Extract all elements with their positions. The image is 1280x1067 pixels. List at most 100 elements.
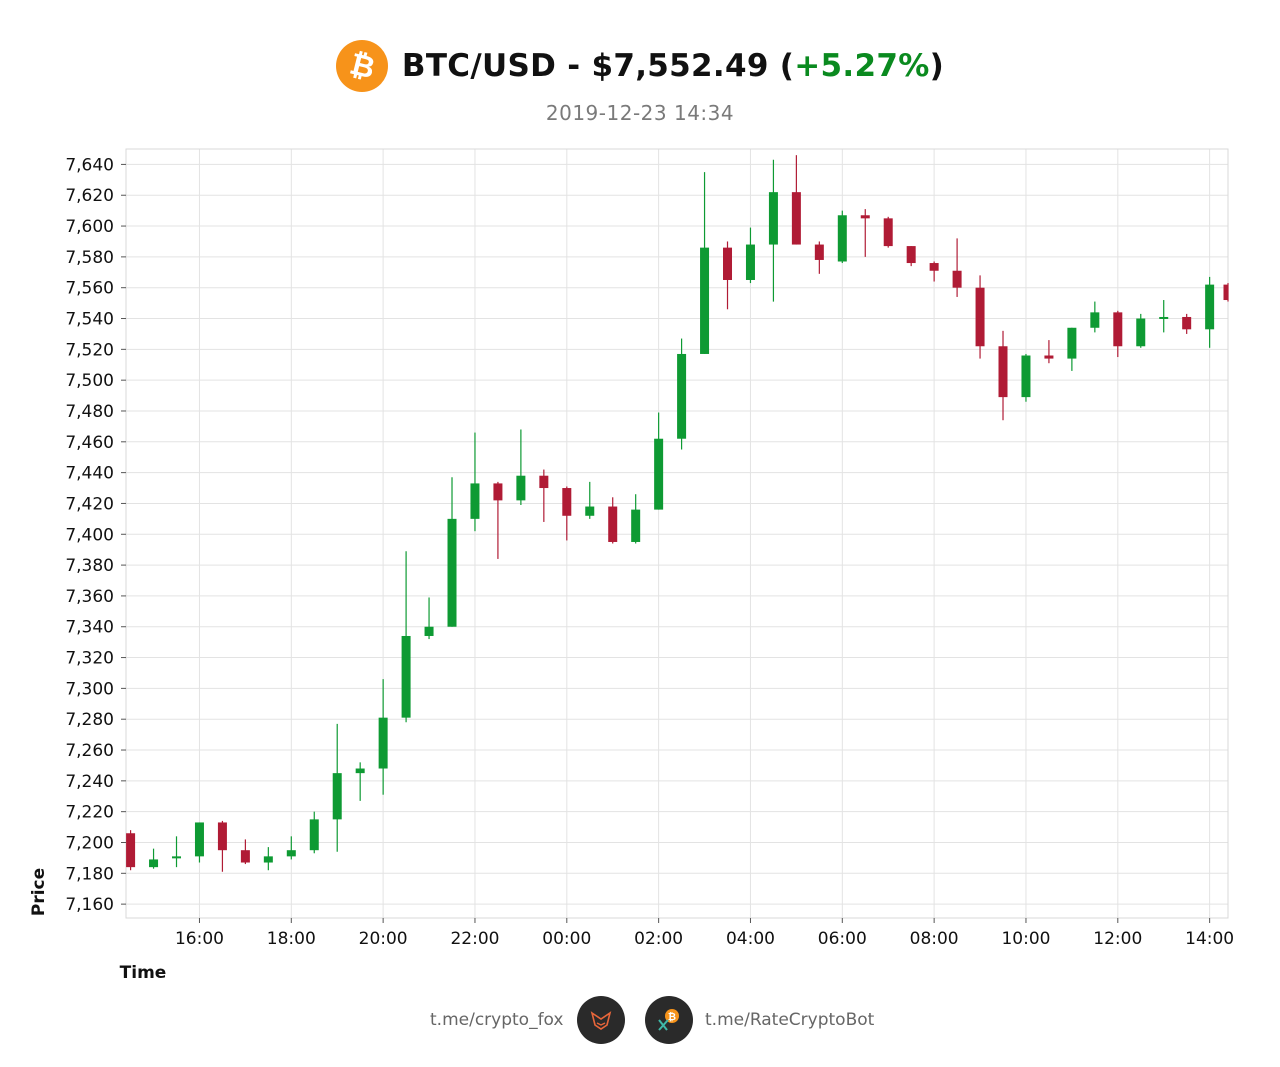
y-tick-label: 7,480 (65, 402, 114, 422)
candle-up (585, 481, 595, 519)
candle-body (723, 247, 733, 280)
candle-up (654, 412, 664, 510)
candle-body (217, 822, 227, 851)
candle-down (929, 261, 939, 282)
candle-down (217, 820, 227, 872)
fox-icon[interactable] (577, 996, 625, 1044)
chart-title: BTC/USD - $7,552.49 (+5.27%) (402, 48, 944, 84)
candle-body (172, 856, 182, 859)
candle-up (401, 551, 411, 723)
candle-down (791, 155, 801, 245)
candle-up (1090, 301, 1100, 333)
y-tick-label: 7,420 (65, 494, 114, 514)
candle-body (1113, 312, 1123, 347)
candle-down (883, 216, 893, 248)
candle-body (263, 856, 273, 863)
candle-body (585, 506, 595, 516)
candle-down (1223, 283, 1229, 302)
candle-up (355, 762, 365, 801)
x-tick-label: 18:00 (267, 929, 316, 949)
candle-body (768, 192, 778, 245)
y-tick-label: 7,460 (65, 433, 114, 453)
y-tick-label: 7,280 (65, 710, 114, 730)
y-tick-label: 7,180 (65, 864, 114, 884)
candle-down (952, 238, 962, 297)
x-tick-label: 22:00 (450, 929, 499, 949)
y-tick-label: 7,340 (65, 618, 114, 638)
y-tick-label: 7,360 (65, 587, 114, 607)
x-tick-label: 00:00 (542, 929, 591, 949)
candle-body (677, 353, 687, 439)
crypto-fox-link[interactable]: t.me/crypto_fox (430, 1010, 564, 1030)
x-tick-label: 04:00 (726, 929, 775, 949)
candle-up (470, 432, 480, 532)
rate-crypto-bot-link[interactable]: t.me/RateCryptoBot (705, 1010, 875, 1030)
candle-down (1113, 310, 1123, 358)
y-tick-label: 7,600 (65, 217, 114, 237)
candle-up (263, 847, 273, 871)
candle-body (631, 509, 641, 542)
candle-up (309, 811, 319, 854)
y-tick-label: 7,320 (65, 649, 114, 669)
candle-body (1021, 355, 1031, 398)
candle-up (447, 477, 457, 627)
candle-body (1205, 284, 1215, 330)
candle-body (860, 215, 870, 219)
candle-body (470, 483, 480, 519)
candle-body (1090, 312, 1100, 328)
candle-down (608, 497, 618, 544)
title-suffix: ) (929, 48, 945, 84)
candle-body (286, 850, 296, 857)
candle-up (1159, 300, 1169, 333)
y-tick-label: 7,520 (65, 340, 114, 360)
candle-up (1136, 313, 1146, 348)
svg-text:₿: ₿ (668, 1011, 676, 1023)
x-tick-label: 10:00 (1001, 929, 1050, 949)
price-change: +5.27% (794, 48, 930, 84)
candle-down (860, 209, 870, 257)
candle-body (608, 506, 618, 542)
candle-body (952, 270, 962, 288)
y-axis-title: Price (29, 868, 49, 916)
candle-body (149, 859, 159, 868)
y-tick-label: 7,440 (65, 464, 114, 484)
candle-body (1159, 316, 1169, 319)
candle-body (998, 346, 1008, 398)
candle-body (309, 819, 319, 851)
candle-body (883, 218, 893, 247)
candle-body (516, 475, 526, 501)
candle-up (424, 597, 434, 640)
candle-down (493, 481, 503, 559)
x-tick-label: 02:00 (634, 929, 683, 949)
bitcoin-bot-icon[interactable]: ₿ (645, 996, 693, 1044)
candle-body (791, 192, 801, 245)
y-tick-label: 7,220 (65, 803, 114, 823)
candle-body (837, 215, 847, 262)
candle-down (975, 275, 985, 359)
candle-body (493, 483, 503, 501)
candle-up (745, 227, 755, 284)
candle-down (723, 241, 733, 310)
candle-down (1044, 340, 1054, 364)
candle-down (539, 469, 549, 522)
candle-body (240, 850, 250, 863)
bitcoin-logo-icon: ₿ (335, 40, 388, 92)
candle-body (355, 768, 365, 774)
chart-header: ₿ BTC/USD - $7,552.49 (+5.27%) (0, 34, 1280, 98)
y-tick-label: 7,260 (65, 741, 114, 761)
candle-up (1021, 353, 1031, 402)
x-tick-label: 08:00 (910, 929, 959, 949)
candle-up (172, 836, 182, 868)
candle-up (700, 172, 710, 354)
candle-down (906, 246, 916, 267)
footer: t.me/crypto_fox ₿ t.me/RateCryptoBot (0, 996, 1280, 1048)
plot-area (125, 148, 1229, 919)
y-tick-label: 7,380 (65, 556, 114, 576)
candle-up (768, 159, 778, 302)
y-tick-label: 7,300 (65, 679, 114, 699)
x-tick-label: 06:00 (818, 929, 867, 949)
candle-body (562, 488, 572, 516)
candle-body (1067, 327, 1077, 359)
candle-body (332, 773, 342, 820)
